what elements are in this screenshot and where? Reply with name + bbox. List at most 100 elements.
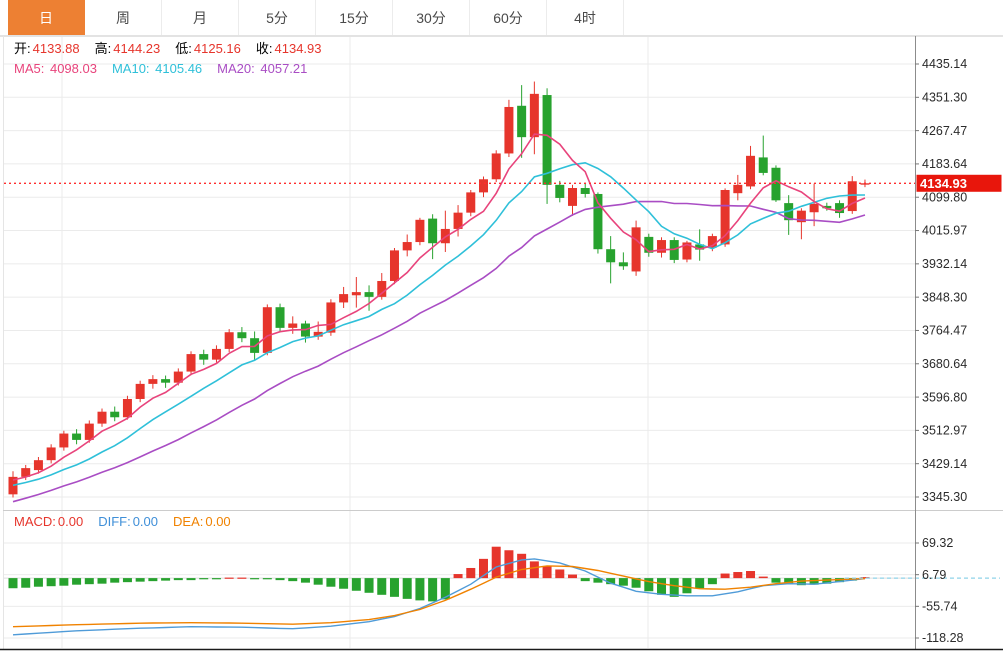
- candle-body: [453, 212, 463, 229]
- macd-bar: [300, 578, 310, 583]
- ma5-line: [12, 133, 866, 481]
- macd-lines-layer: [12, 558, 1000, 636]
- macd-bar: [733, 572, 743, 579]
- candle-body: [389, 250, 399, 281]
- macd-bar: [313, 578, 323, 585]
- candle-body: [33, 460, 43, 471]
- candle-body: [377, 280, 387, 297]
- macd-histogram-layer: [8, 546, 870, 602]
- macd-bar: [326, 578, 336, 587]
- macd-bar: [453, 574, 463, 579]
- ma-lines-layer: [12, 133, 866, 503]
- macd-bar: [568, 574, 578, 579]
- macd-bar: [440, 578, 450, 600]
- candle-body: [478, 179, 488, 193]
- candle-body: [606, 249, 616, 263]
- axis-tick-label: -118.28: [922, 631, 964, 645]
- candle-body: [326, 302, 336, 333]
- candle-body: [529, 93, 539, 138]
- tab-4时[interactable]: 4时: [547, 0, 624, 35]
- macd-bar: [428, 578, 438, 602]
- axis-tick-label: 3596.80: [922, 390, 967, 404]
- axis-tick-label: 4015.97: [922, 224, 967, 238]
- candle-body: [835, 203, 845, 214]
- axis-tick-label: 3680.64: [922, 357, 967, 371]
- timeframe-tabbar: 日周月 5分 15分 30分 60分 4时: [0, 0, 1003, 36]
- axis-tick-label: 3848.30: [922, 290, 967, 304]
- tab-5分[interactable]: 5分: [239, 0, 316, 35]
- macd-bar: [758, 576, 768, 579]
- ma10-line: [12, 161, 866, 487]
- candle-body: [364, 292, 374, 297]
- macd-bar: [135, 578, 145, 582]
- candle-body: [186, 354, 196, 372]
- macd-bar: [161, 578, 171, 581]
- macd-bar: [148, 578, 158, 582]
- candle-body: [631, 227, 641, 272]
- axis-tick-label: 4099.80: [922, 190, 967, 204]
- axis-tick-label: -55.74: [922, 600, 957, 614]
- macd-bar: [21, 578, 31, 588]
- tab-30分[interactable]: 30分: [393, 0, 470, 35]
- macd-bar: [46, 578, 56, 587]
- candle-body: [682, 242, 692, 260]
- tab-60分[interactable]: 60分: [470, 0, 547, 35]
- macd-bar: [288, 578, 298, 582]
- macd-bar: [122, 578, 132, 583]
- axis-tick-label: 4435.14: [922, 57, 967, 71]
- macd-bar: [809, 578, 819, 585]
- macd-bar: [8, 578, 18, 589]
- axis-tick-label: 3429.14: [922, 457, 967, 471]
- macd-bar: [746, 571, 756, 579]
- candle-body: [809, 203, 819, 213]
- macd-bar: [250, 578, 260, 580]
- macd-bar: [364, 578, 374, 593]
- macd-bar: [224, 577, 234, 579]
- candle-body: [695, 244, 705, 250]
- candle-body: [46, 447, 56, 461]
- candle-body: [542, 95, 552, 185]
- candle-body: [644, 236, 654, 253]
- tab-月[interactable]: 月: [162, 0, 239, 35]
- candle-body: [746, 155, 756, 187]
- candle-body: [224, 332, 234, 349]
- macd-bar: [644, 578, 654, 592]
- candle-body: [84, 423, 94, 440]
- macd-bar: [211, 578, 221, 580]
- axis-tick-label: 4351.30: [922, 91, 967, 105]
- macd-bar: [186, 578, 196, 581]
- candle-body: [148, 379, 158, 384]
- macd-bar: [631, 578, 641, 588]
- macd-bar: [72, 578, 82, 585]
- macd-bar: [351, 578, 361, 591]
- candle-body: [758, 157, 768, 173]
- candle-body: [262, 307, 272, 353]
- macd-bar: [657, 578, 667, 595]
- candle-body: [733, 184, 743, 194]
- candle-body: [593, 193, 603, 250]
- tab-日[interactable]: 日: [8, 0, 85, 35]
- macd-bar: [466, 567, 476, 579]
- macd-bar: [415, 578, 425, 601]
- macd-bar: [504, 550, 514, 579]
- tab-15分[interactable]: 15分: [316, 0, 393, 35]
- grid-layer: [3, 36, 915, 648]
- candle-body: [72, 433, 82, 440]
- axis-tick-label: 6.79: [922, 568, 946, 582]
- current-price-text: 4134.93: [920, 176, 967, 191]
- axis-tick-label: 3764.47: [922, 324, 967, 338]
- candle-body: [568, 188, 578, 206]
- axis-tick-label: 3512.97: [922, 424, 967, 438]
- tab-周[interactable]: 周: [85, 0, 162, 35]
- candle-body: [110, 411, 120, 418]
- candle-body: [555, 184, 565, 198]
- candle-body: [822, 205, 832, 209]
- macd-bar: [542, 565, 552, 579]
- candle-body: [59, 433, 69, 448]
- candle-body: [211, 348, 221, 360]
- candle-body: [339, 294, 349, 303]
- macd-bar: [33, 578, 43, 587]
- candle-body: [97, 411, 107, 424]
- macd-bar: [720, 573, 730, 579]
